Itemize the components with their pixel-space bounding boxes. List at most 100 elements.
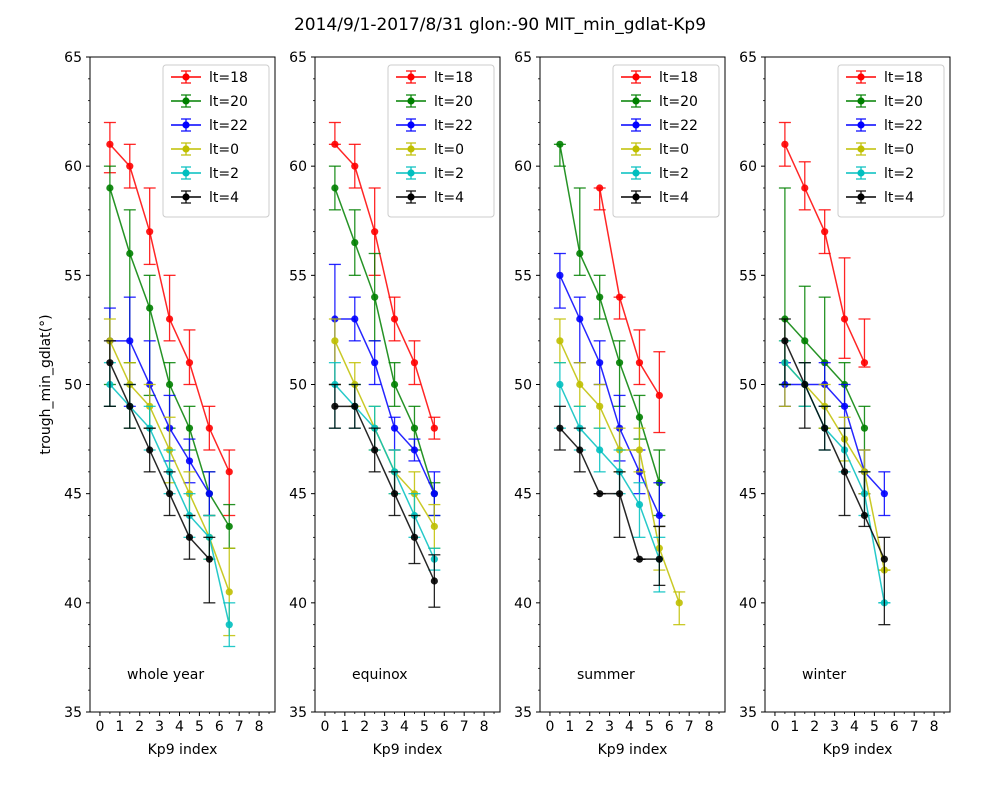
legend-handle <box>171 190 201 204</box>
data-point <box>390 490 399 498</box>
data-point <box>596 402 604 410</box>
data-point <box>840 402 849 410</box>
data-point <box>655 511 663 520</box>
series-lt-20 <box>553 140 666 517</box>
legend-handle <box>396 94 426 108</box>
data-point <box>351 315 359 323</box>
error-bar <box>858 318 871 368</box>
data-point <box>880 490 888 498</box>
data-point <box>655 391 663 400</box>
x-tick-label: 0 <box>770 719 779 735</box>
data-point <box>801 337 809 345</box>
data-point <box>146 304 154 312</box>
season-annotation: winter <box>802 667 846 683</box>
x-tick-label: 2 <box>360 719 369 735</box>
error-bar <box>103 340 116 407</box>
y-tick-label: 60 <box>514 159 532 175</box>
y-tick-label: 50 <box>64 378 82 394</box>
x-tick-label: 1 <box>790 719 799 735</box>
series-line <box>334 383 436 560</box>
data-point <box>225 468 233 476</box>
y-tick-label: 40 <box>739 596 757 612</box>
data-point <box>840 468 849 476</box>
y-tick-label: 35 <box>64 705 82 721</box>
legend-label: lt=4 <box>884 190 914 206</box>
legend-marker <box>407 193 415 201</box>
data-point <box>185 533 194 541</box>
series-line <box>559 384 661 560</box>
y-tick-label: 40 <box>289 596 307 612</box>
data-point <box>106 184 114 192</box>
y-tick-label: 45 <box>739 487 757 503</box>
legend-marker <box>632 145 640 153</box>
error-bar <box>203 536 216 604</box>
data-point <box>556 380 564 389</box>
season-annotation: summer <box>577 667 635 683</box>
data-point <box>410 533 419 541</box>
y-tick-label: 50 <box>289 378 307 394</box>
data-point <box>596 184 604 192</box>
data-point <box>331 402 339 410</box>
legend-marker <box>857 169 865 177</box>
y-tick-label: 35 <box>514 705 532 721</box>
y-tick-label: 55 <box>64 268 82 284</box>
error-bar <box>163 274 176 342</box>
y-tick-label: 35 <box>739 705 757 721</box>
data-point <box>430 424 438 432</box>
legend-label: lt=0 <box>884 142 914 158</box>
data-point <box>351 162 359 170</box>
error-bar <box>878 536 891 626</box>
legend-label: lt=22 <box>884 118 923 134</box>
x-tick-label: 2 <box>585 719 594 735</box>
legend-label: lt=22 <box>209 118 248 134</box>
y-tick-label: 60 <box>289 159 307 175</box>
legend-marker <box>182 145 190 153</box>
legend-label: lt=2 <box>434 166 464 182</box>
legend-marker <box>857 73 865 81</box>
series-line <box>784 340 886 560</box>
data-point <box>126 337 134 345</box>
x-axis-label: Kp9 index <box>598 742 668 758</box>
data-point <box>390 315 399 323</box>
legend-marker <box>182 193 190 201</box>
y-tick-label: 50 <box>514 378 532 394</box>
legend-marker <box>632 193 640 201</box>
legend-label: lt=0 <box>659 142 689 158</box>
legend-marker <box>632 169 640 177</box>
legend-marker <box>182 97 190 105</box>
legend-label: lt=20 <box>434 94 473 110</box>
legend-handle <box>171 70 201 84</box>
legend-marker <box>632 121 640 129</box>
figure-title: 2014/9/1-2017/8/31 glon:-90 MIT_min_gdla… <box>294 15 706 35</box>
data-point <box>635 359 644 367</box>
x-tick-label: 4 <box>175 719 184 735</box>
legend-marker <box>407 121 415 129</box>
y-tick-label: 65 <box>64 50 82 66</box>
data-point <box>185 457 194 465</box>
x-tick-label: 8 <box>930 719 939 735</box>
data-point <box>146 446 154 454</box>
x-tick-label: 6 <box>890 719 899 735</box>
data-point <box>331 140 339 148</box>
y-tick-label: 45 <box>289 487 307 503</box>
legend-handle <box>171 118 201 132</box>
legend-handle <box>171 166 201 180</box>
series-lt-4 <box>103 340 216 604</box>
x-tick-label: 0 <box>320 719 329 735</box>
data-point <box>860 511 869 520</box>
legend-handle <box>171 142 201 156</box>
legend-label: lt=4 <box>209 190 239 206</box>
legend-handle <box>621 142 651 156</box>
x-tick-label: 6 <box>215 719 224 735</box>
data-point <box>635 446 644 454</box>
data-point <box>371 446 379 454</box>
data-point <box>596 359 604 367</box>
y-tick-label: 55 <box>514 268 532 284</box>
data-point <box>205 555 213 563</box>
legend-marker <box>857 97 865 105</box>
x-tick-label: 1 <box>115 719 124 735</box>
series-line <box>598 187 660 396</box>
x-tick-label: 5 <box>645 719 654 735</box>
